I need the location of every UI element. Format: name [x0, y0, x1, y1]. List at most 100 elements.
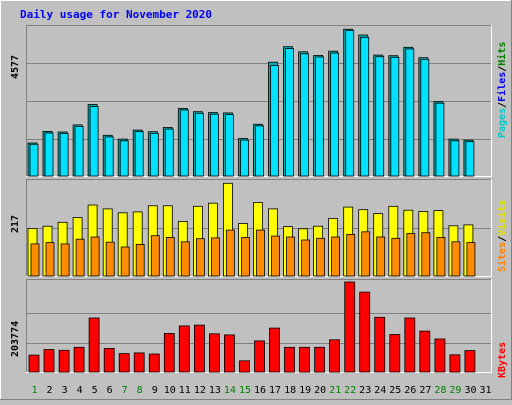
- sites-bar-day-11: [180, 241, 190, 277]
- legend-separator: /: [497, 102, 508, 108]
- sites-bar-day-7: [120, 246, 130, 277]
- x-tick-label-day-31: 31: [479, 385, 491, 396]
- legend-files: Files: [496, 72, 508, 102]
- chart-title: Daily usage for November 2020: [20, 8, 212, 21]
- sites-bar-day-1: [30, 243, 40, 277]
- kbytes-bar-day-12: [193, 324, 205, 373]
- files-bar-day-24: [375, 56, 385, 177]
- sites-bar-day-21: [331, 236, 341, 277]
- sites-bar-day-16: [256, 229, 265, 277]
- kbytes-bar-day-30: [464, 350, 476, 373]
- kbytes-bar-day-15: [239, 360, 250, 373]
- legend-kbytes: KBytes: [497, 342, 508, 378]
- sites-bar-day-15: [241, 236, 250, 277]
- files-bar-day-5: [89, 106, 99, 177]
- kbytes-bar-day-22: [344, 281, 356, 373]
- files-bar-day-25: [390, 56, 400, 177]
- x-tick-label-day-12: 12: [194, 385, 206, 396]
- x-tick-label-day-14: 14: [224, 385, 236, 396]
- x-tick-label-day-24: 24: [374, 385, 386, 396]
- sites-bar-day-2: [45, 242, 55, 277]
- files-bar-day-3: [59, 133, 69, 177]
- x-tick-label-day-5: 5: [92, 385, 98, 396]
- sites-bar-day-6: [105, 241, 115, 277]
- files-bar-day-30: [465, 141, 475, 177]
- sites-bar-day-23: [361, 231, 371, 277]
- files-bar-day-20: [315, 56, 325, 177]
- x-axis-day-labels: 1 2 3 4 5 6 7 8 9 10 11 12 13 14 15 16 17 18 19 20 21 22 23 24 2…: [31, 385, 491, 396]
- x-tick-label-day-13: 13: [209, 385, 221, 396]
- kbytes-bar-day-3: [58, 349, 70, 373]
- files-bar-day-22: [345, 30, 355, 177]
- kbytes-bar-day-2: [43, 349, 55, 373]
- kbytes-bar-day-26: [404, 317, 416, 373]
- legend-sites: Sites: [496, 242, 508, 272]
- kbytes-bar-day-1: [28, 354, 40, 373]
- files-bar-day-12: [194, 112, 204, 177]
- x-tick-label-day-11: 11: [179, 385, 191, 396]
- x-tick-label-day-15: 15: [239, 385, 251, 396]
- files-bar-day-19: [300, 53, 310, 177]
- kbytes-legend: KBytes: [497, 342, 508, 378]
- legend-pages: Pages: [497, 108, 508, 138]
- hits-ymax-label: 4577: [10, 55, 21, 79]
- files-bar-day-1: [29, 143, 39, 177]
- sites-bar-day-17: [271, 235, 280, 277]
- files-bar-day-26: [405, 48, 415, 177]
- kbytes-bar-day-29: [449, 354, 461, 373]
- kbytes-bar-day-9: [148, 353, 160, 373]
- x-tick-label-day-3: 3: [62, 385, 68, 396]
- files-bar-day-28: [435, 102, 445, 177]
- kbytes-panel: [26, 279, 492, 373]
- sites-bar-day-19: [301, 239, 311, 277]
- sites-bar-day-14: [225, 229, 235, 277]
- x-tick-label-day-4: 4: [77, 385, 83, 396]
- x-tick-label-day-25: 25: [389, 385, 401, 396]
- x-tick-label-day-7: 7: [122, 385, 128, 396]
- files-bar-day-18: [285, 48, 294, 177]
- sites-bar-day-5: [90, 236, 100, 277]
- kbytes-bar-day-21: [329, 339, 341, 373]
- x-tick-label-day-26: 26: [404, 385, 416, 396]
- kbytes-bar-day-18: [284, 346, 295, 373]
- sites-bar-day-8: [135, 243, 145, 277]
- x-tick-label-day-23: 23: [359, 385, 371, 396]
- files-bar-day-14: [224, 114, 234, 177]
- sites-bar-day-12: [195, 238, 205, 277]
- x-tick-label-day-28: 28: [434, 385, 446, 396]
- x-tick-label-day-9: 9: [152, 385, 158, 396]
- kbytes-bar-day-6: [103, 347, 115, 373]
- files-bar-day-23: [360, 36, 370, 177]
- x-tick-label-day-30: 30: [464, 385, 476, 396]
- kbytes-ymax-label: 203774: [10, 321, 21, 357]
- files-bar-day-15: [240, 139, 249, 177]
- kbytes-bar-day-27: [419, 330, 431, 373]
- x-tick-label-day-8: 8: [137, 385, 143, 396]
- kbytes-bar-day-16: [254, 340, 265, 373]
- x-tick-label-day-17: 17: [269, 385, 281, 396]
- kbytes-bar-day-28: [434, 338, 446, 373]
- hits-files-legend: Pages/Files/Hits: [496, 42, 508, 138]
- files-bar-day-16: [255, 125, 264, 177]
- x-tick-label-day-27: 27: [419, 385, 431, 396]
- kbytes-bar-day-19: [299, 346, 311, 373]
- kbytes-bar-day-11: [178, 325, 190, 373]
- files-bar-day-13: [209, 113, 219, 177]
- kbytes-bar-day-23: [359, 291, 371, 373]
- files-bar-day-2: [44, 132, 54, 177]
- x-tick-label-day-20: 20: [314, 385, 326, 396]
- x-tick-label-day-22: 22: [344, 385, 356, 396]
- kbytes-bar-day-5: [88, 317, 100, 373]
- files-bar-day-4: [74, 126, 84, 177]
- sites-bar-day-18: [286, 236, 295, 277]
- kbytes-bar-day-14: [223, 334, 235, 373]
- sites-bar-day-10: [165, 236, 175, 277]
- legend-separator: /: [497, 66, 508, 72]
- files-bar-day-7: [119, 140, 129, 177]
- kbytes-bar-day-8: [133, 352, 145, 373]
- sites-bar-day-26: [406, 233, 416, 277]
- x-tick-label-day-6: 6: [107, 385, 113, 396]
- x-tick-label-day-1: 1: [31, 385, 37, 396]
